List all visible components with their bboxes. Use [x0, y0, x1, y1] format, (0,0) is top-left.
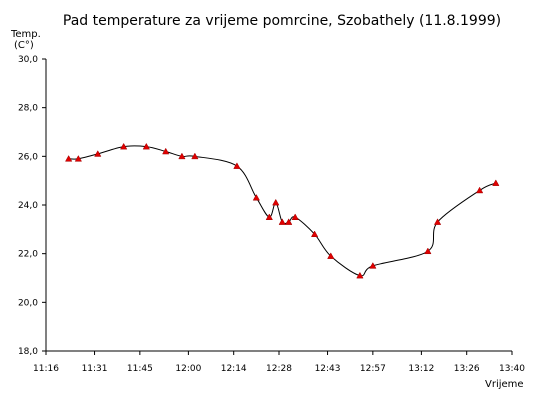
x-tick-label: 12:28	[266, 364, 292, 374]
y-tick-label: 20,0	[18, 298, 38, 308]
x-tick-label: 13:26	[454, 364, 480, 374]
data-point-marker	[433, 218, 442, 225]
y-tick-label: 30,0	[18, 55, 38, 65]
x-tick-label: 11:45	[127, 364, 153, 374]
x-tick-label: 12:00	[175, 364, 201, 374]
x-tick-label: 13:12	[408, 364, 434, 374]
x-tick-label: 11:31	[82, 364, 108, 374]
x-tick-label: 12:14	[221, 364, 247, 374]
y-tick-label: 22,0	[18, 250, 38, 260]
data-point-marker	[424, 247, 432, 255]
y-axis-label-line2: (C°)	[14, 40, 34, 51]
data-point-marker	[252, 193, 260, 201]
x-axis-label: Vrijeme	[485, 379, 524, 390]
data-point-marker	[191, 152, 199, 160]
data-point-marker	[278, 218, 286, 225]
x-ticks: 11:16 11:31 11:45 12:00 12:14 12:28 12:43 12:57…	[33, 351, 525, 374]
x-tick-label: 12:57	[360, 364, 386, 374]
temperature-markers	[65, 142, 500, 279]
y-tick-label: 24,0	[18, 201, 38, 211]
y-axis-label-line1: Temp.	[10, 29, 41, 40]
y-tick-label: 18,0	[18, 347, 38, 357]
data-point-marker	[94, 150, 102, 157]
data-point-marker	[369, 262, 377, 269]
data-point-marker	[285, 218, 293, 225]
data-point-marker	[272, 198, 280, 206]
temperature-line	[68, 145, 497, 277]
data-point-marker	[291, 213, 299, 220]
data-point-marker	[310, 230, 319, 238]
x-tick-label: 12:43	[315, 364, 341, 374]
data-point-marker	[233, 162, 241, 169]
x-tick-label: 11:16	[33, 364, 59, 374]
data-point-marker	[65, 155, 73, 162]
data-point-marker	[265, 213, 273, 220]
chart-title: Pad temperature za vrijeme pomrcine, Szo…	[63, 13, 501, 29]
x-tick-label: 13:40	[499, 364, 525, 374]
y-tick-label: 26,0	[18, 152, 38, 162]
data-point-marker	[492, 179, 500, 186]
data-point-marker	[327, 252, 335, 259]
y-tick-label: 28,0	[18, 104, 38, 114]
data-point-marker	[476, 186, 484, 194]
data-point-marker	[356, 271, 364, 279]
data-point-marker	[120, 142, 128, 150]
y-ticks: 18,0 20,0 22,0 24,0 26,0 28,0 30,0	[18, 55, 46, 357]
data-point-marker	[162, 147, 170, 155]
data-point-marker	[142, 142, 150, 150]
data-point-marker	[178, 152, 186, 160]
data-point-marker	[74, 155, 82, 162]
